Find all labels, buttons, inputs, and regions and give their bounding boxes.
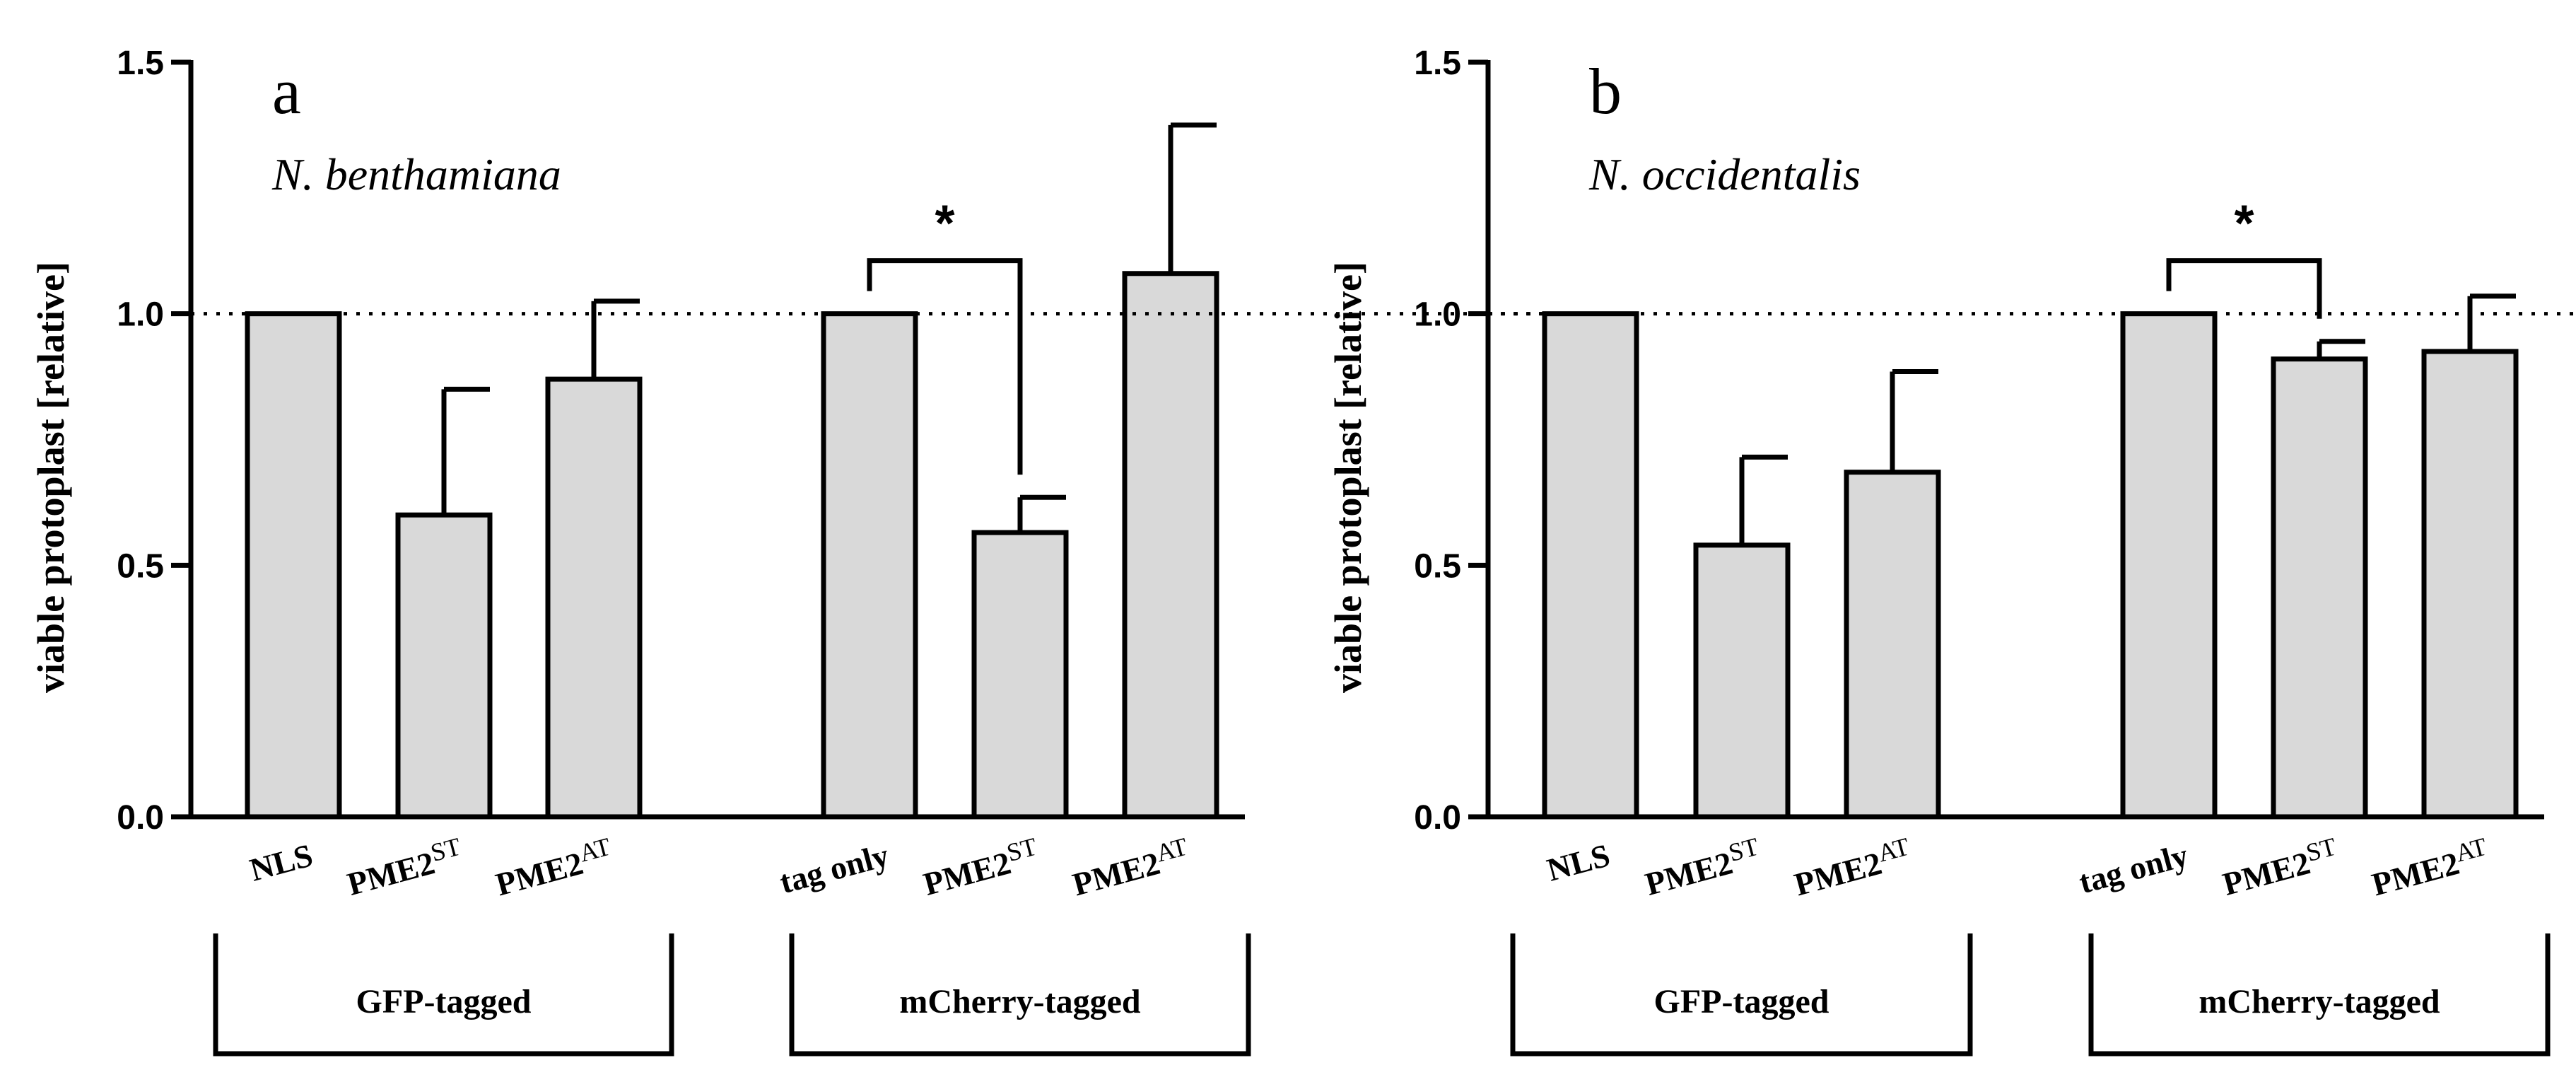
bar-3	[1844, 470, 1941, 820]
category-label-3: PME2AT	[1789, 832, 1915, 903]
category-label-2: PME2ST	[342, 832, 467, 902]
bar-6	[1122, 271, 1219, 820]
panel-b: b N. occidentalis viable protoplast [rel…	[1327, 45, 2573, 1057]
y-tick-label: 0.5	[117, 547, 164, 585]
bar-1	[245, 311, 342, 820]
category-label-6: PME2AT	[2367, 832, 2493, 903]
category-label-6: PME2AT	[1067, 832, 1193, 903]
bar-5	[2271, 356, 2368, 820]
panel-letter: a	[272, 55, 301, 127]
category-label-4: tag only	[776, 837, 893, 900]
bar-1	[1542, 311, 1639, 820]
significance-star: *	[2234, 196, 2254, 252]
group-label: mCherry-tagged	[899, 983, 1141, 1020]
bar-2	[395, 512, 493, 820]
y-tick-label: 1.5	[117, 45, 164, 82]
y-axis-label: viable protoplast [relative]	[1327, 262, 1369, 693]
species-label: N. benthamiana	[271, 149, 561, 199]
group-bracket	[789, 933, 1251, 1057]
group-bracket	[1510, 933, 1973, 1057]
bar-4	[821, 311, 918, 820]
group-bracket	[2088, 933, 2551, 1057]
bar-3	[545, 376, 643, 820]
y-tick-label: 0.0	[117, 799, 164, 837]
group-label: mCherry-tagged	[2199, 983, 2440, 1020]
y-tick-label: 1.5	[1414, 45, 1461, 82]
significance-bracket	[2166, 258, 2322, 319]
category-label-5: PME2ST	[918, 832, 1043, 902]
bar-2	[1693, 542, 1791, 820]
species-label: N. occidentalis	[1588, 149, 1861, 199]
bar-5	[971, 530, 1069, 820]
group-bracket	[213, 933, 674, 1057]
significance-bracket	[867, 258, 1023, 475]
y-tick-label: 0.5	[1414, 547, 1461, 585]
category-label-1: NLS	[246, 837, 317, 888]
category-label-4: tag only	[2076, 837, 2192, 900]
panel-letter: b	[1589, 55, 1622, 127]
category-label-5: PME2ST	[2218, 832, 2343, 902]
y-tick-label: 0.0	[1414, 799, 1461, 837]
category-label-1: NLS	[1543, 837, 1614, 888]
y-axis-label: viable protoplast [relative]	[30, 262, 72, 693]
group-label: GFP-tagged	[356, 983, 532, 1020]
category-label-2: PME2ST	[1640, 832, 1765, 902]
bar-6	[2421, 349, 2519, 820]
y-tick-label: 1.0	[1414, 296, 1461, 334]
group-label: GFP-tagged	[1654, 983, 1829, 1020]
panel-a: a N. benthamiana viable protoplast [rela…	[30, 45, 1598, 1057]
category-label-3: PME2AT	[491, 832, 616, 903]
significance-star: *	[935, 196, 954, 252]
bar-4	[2120, 311, 2218, 820]
y-tick-label: 1.0	[117, 296, 164, 334]
